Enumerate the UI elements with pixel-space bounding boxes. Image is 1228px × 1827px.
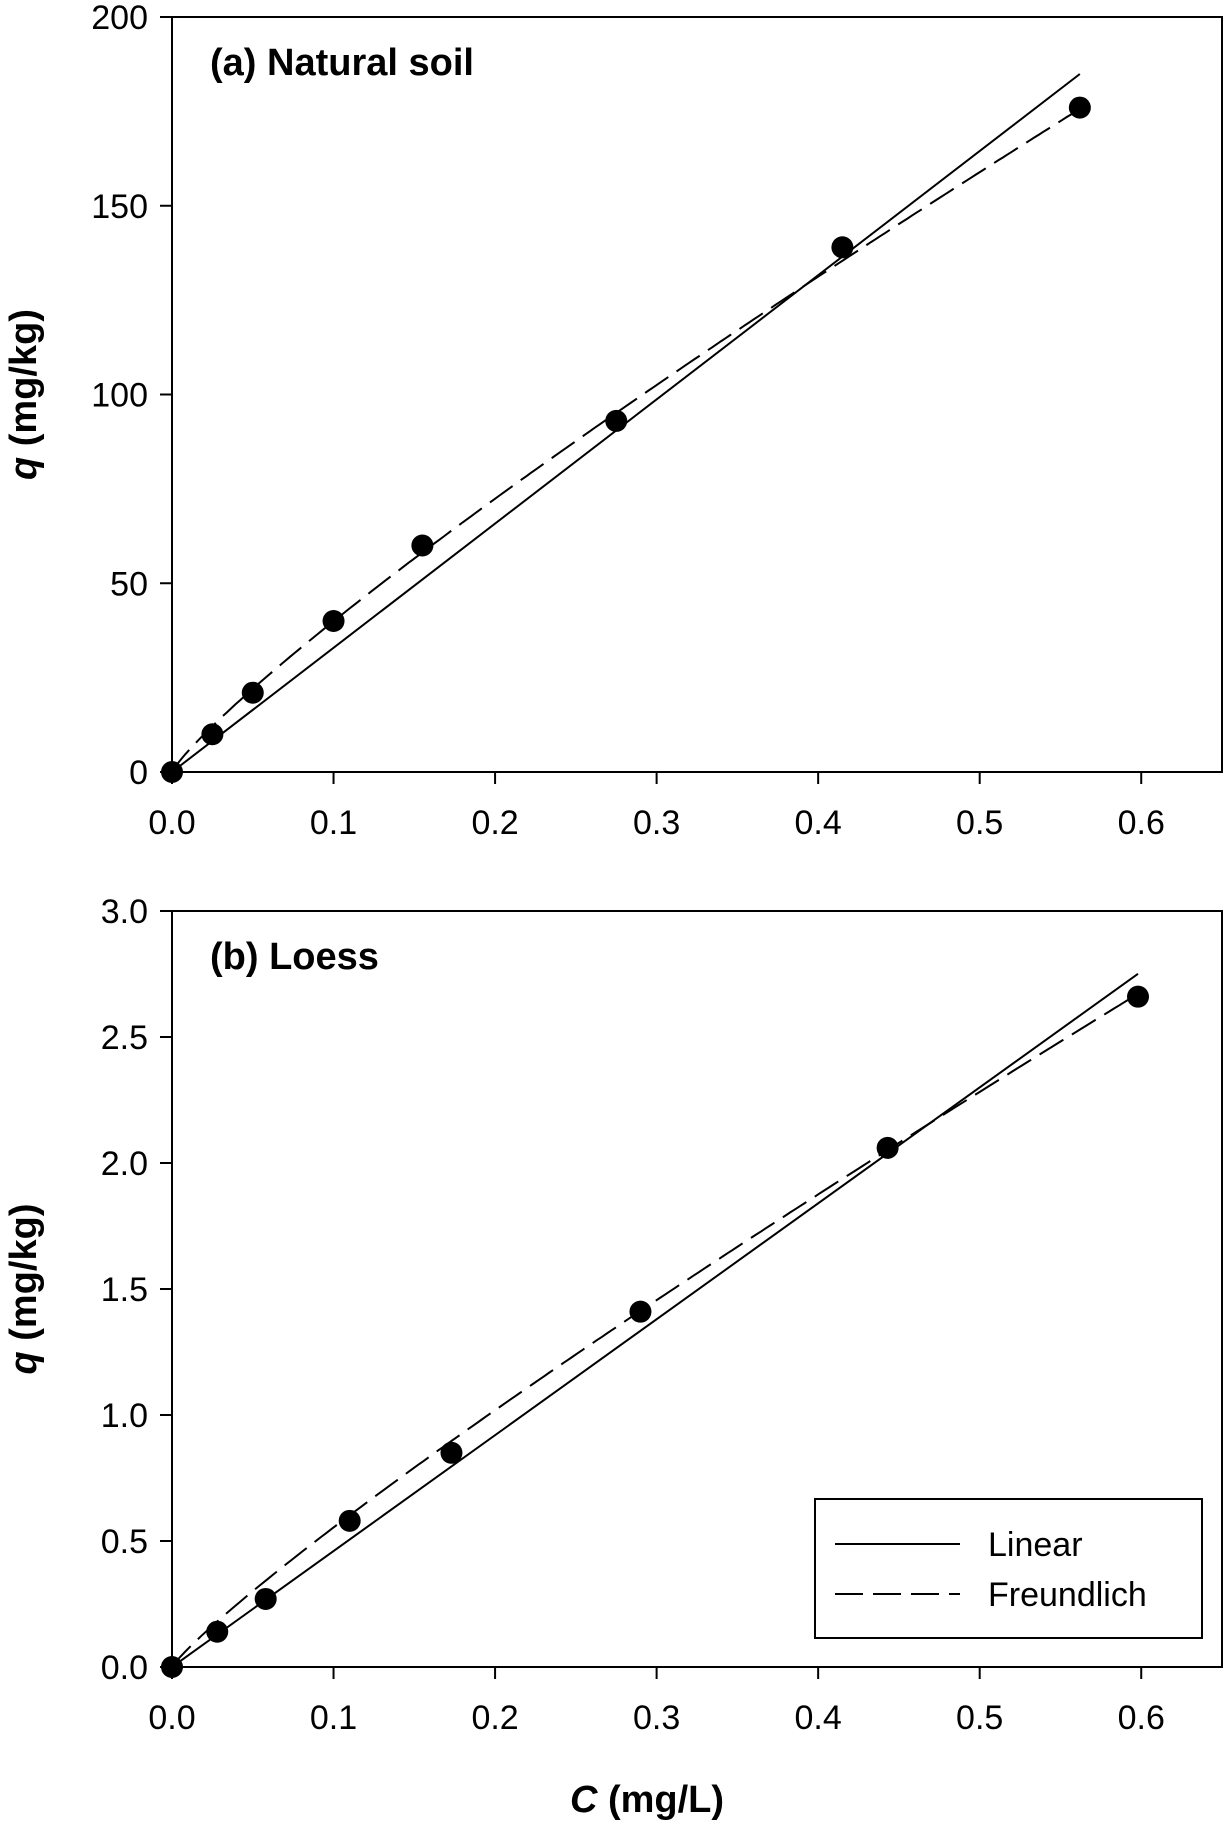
data-point (201, 723, 224, 746)
x-tick-label: 0.1 (310, 1699, 357, 1737)
legend-linear-label: Linear (988, 1526, 1083, 1564)
linear-fit-line (171, 972, 1139, 1668)
data-point (629, 1300, 652, 1323)
panel-b: 0.0 0.1 0.2 0.3 0.4 0.5 0.6 0.0 0.5 1.0 1.5 2.0 2.5 3… (3, 893, 1223, 1821)
y-axis-label: q (mg/kg) (3, 1204, 45, 1375)
y-tick-label: 100 (91, 377, 148, 415)
legend-freundlich-label: Freundlich (988, 1576, 1147, 1614)
y-tick-label: 1.5 (101, 1271, 148, 1309)
freundlich-fit-line (171, 992, 1139, 1668)
x-tick-label: 0.3 (633, 1699, 680, 1737)
x-tick-label: 0.0 (148, 1699, 195, 1737)
freundlich-fit-line (171, 108, 1081, 773)
legend: Linear Freundlich (814, 1498, 1203, 1639)
y-tick-label: 0.5 (101, 1523, 148, 1561)
data-point (440, 1441, 463, 1464)
x-tick-label: 0.6 (1118, 1699, 1165, 1737)
x-tick-label: 0.1 (310, 804, 357, 842)
data-point (161, 761, 183, 783)
y-tick-label: 2.5 (101, 1019, 148, 1057)
panel-a: 0.0 0.1 0.2 0.3 0.4 0.5 0.6 0 50 100 150 200 (a) Nat… (3, 0, 1223, 842)
data-point (161, 1656, 183, 1678)
x-tick-label: 0.0 (148, 804, 195, 842)
data-point (254, 1587, 277, 1610)
data-point (1127, 985, 1149, 1008)
y-tick-label: 2.0 (101, 1145, 148, 1183)
x-tick-label: 0.3 (633, 804, 680, 842)
y-tick-label: 1.0 (101, 1397, 148, 1435)
panel-title: (b) Loess (210, 936, 379, 978)
x-tick-label: 0.4 (795, 804, 842, 842)
y-tick-label: 50 (110, 565, 148, 603)
data-point (411, 534, 434, 557)
data-point (605, 409, 628, 432)
x-tick-label: 0.6 (1118, 804, 1165, 842)
legend-box (814, 1498, 1203, 1639)
data-point (1068, 96, 1091, 119)
y-tick-label: 150 (91, 188, 148, 226)
y-tick-label: 0 (129, 754, 148, 792)
x-tick-label: 0.5 (956, 804, 1003, 842)
data-point (876, 1136, 899, 1159)
x-tick-label: 0.2 (471, 804, 518, 842)
data-point (241, 681, 264, 704)
x-tick-label: 0.5 (956, 1699, 1003, 1737)
x-axis-label: C (mg/L) (570, 1779, 724, 1821)
data-point (322, 610, 345, 632)
y-tick-label: 3.0 (101, 893, 148, 931)
x-tick-label: 0.4 (795, 1699, 842, 1737)
data-point (831, 236, 854, 259)
y-tick-label: 0.0 (101, 1649, 148, 1687)
x-tick-label: 0.2 (471, 1699, 518, 1737)
y-tick-label: 200 (91, 0, 148, 37)
panel-title: (a) Natural soil (210, 42, 474, 84)
y-axis-label: q (mg/kg) (3, 309, 45, 480)
plot-frame (171, 16, 1223, 773)
data-point (338, 1509, 361, 1532)
data-point (206, 1620, 229, 1643)
